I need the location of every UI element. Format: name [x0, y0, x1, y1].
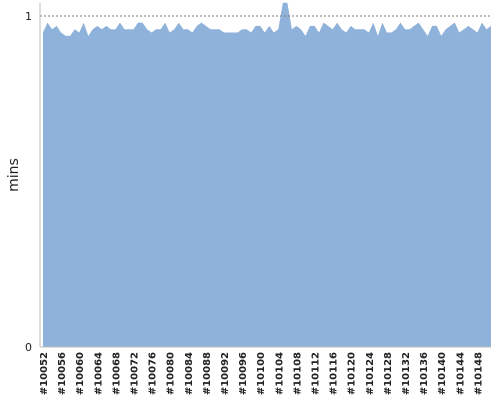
x-tick-label: #10132	[401, 352, 412, 395]
x-tick-label: #10116	[329, 352, 340, 395]
area	[43, 2, 491, 347]
x-tick-label: #10060	[75, 352, 86, 395]
x-tick-label: #10124	[365, 352, 376, 395]
y-axis-label: mins	[6, 158, 22, 192]
y-tick-label: 1	[25, 10, 32, 23]
x-tick-label: #10092	[220, 352, 231, 395]
x-tick-label: #10056	[57, 352, 68, 395]
x-tick-label: #10064	[93, 352, 104, 395]
x-tick-label: #10076	[148, 352, 159, 395]
x-tick-label: #10084	[184, 352, 195, 395]
x-tick-label: #10100	[256, 352, 267, 395]
x-tick-label: #10088	[202, 352, 213, 395]
x-tick-label: #10072	[130, 352, 141, 395]
x-tick-label: #10148	[473, 352, 484, 395]
x-tick-label: #10140	[437, 352, 448, 395]
x-tick-label: #10096	[238, 352, 249, 395]
x-tick-label: #10136	[419, 352, 430, 395]
x-tick-label: #10112	[311, 352, 322, 395]
x-tick-label: #10068	[111, 352, 122, 395]
x-tick-label: #10108	[292, 352, 303, 395]
x-tick-label: #10144	[455, 352, 466, 395]
y-tick-label: 0	[25, 341, 32, 354]
x-tick-label: #10052	[39, 352, 50, 395]
x-tick-label: #10128	[383, 352, 394, 395]
x-tick-label: #10104	[274, 352, 285, 395]
x-tick-label: #10080	[166, 352, 177, 395]
x-tick-label: #10120	[347, 352, 358, 395]
